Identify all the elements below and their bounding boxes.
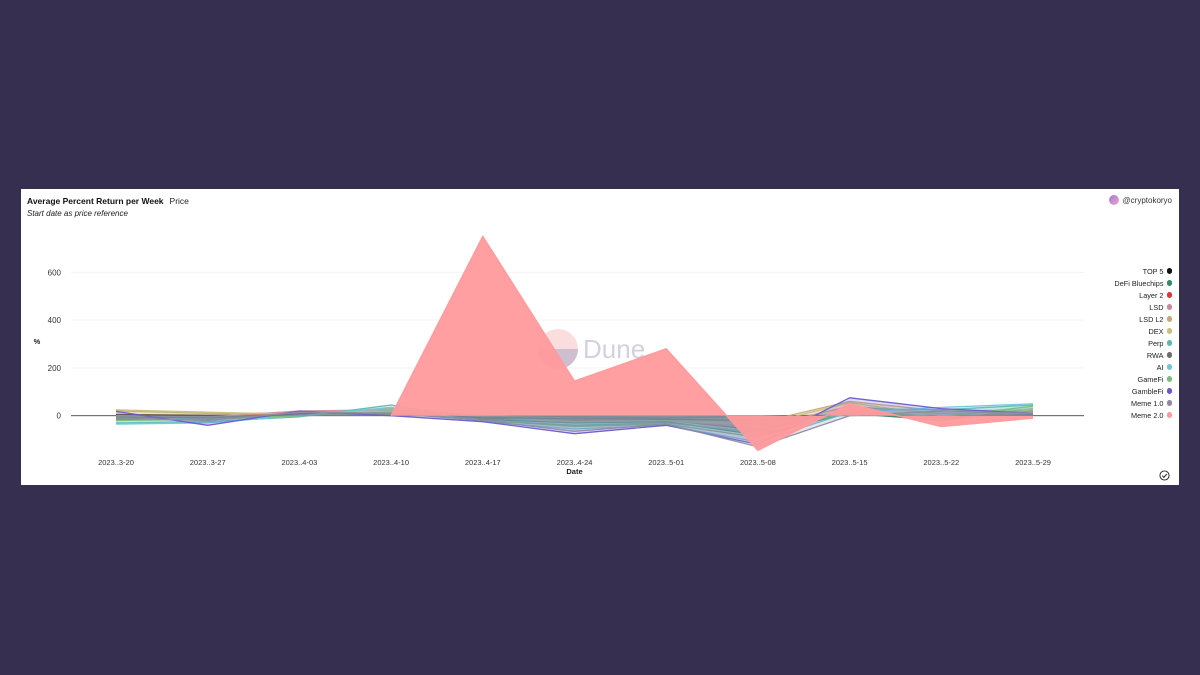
- x-tick-label: 2023..5-15: [832, 458, 868, 467]
- legend-label: Perp: [1148, 338, 1164, 348]
- legend-dot-icon: [1166, 412, 1172, 418]
- legend-item[interactable]: Perp: [1148, 337, 1172, 349]
- legend-item[interactable]: TOP 5: [1143, 265, 1172, 277]
- legend-label: GameFi: [1137, 374, 1164, 384]
- x-tick-label: 2023..5-01: [648, 458, 684, 467]
- legend-dot-icon: [1166, 400, 1172, 406]
- legend-item[interactable]: Meme 1.0: [1131, 397, 1172, 409]
- series-line-meme-2-0: [390, 235, 1034, 452]
- legend-dot-icon: [1166, 364, 1172, 370]
- chart-plot: 0 200 400 600% 2023..3-20 2023..3-27 2023..4-0…: [34, 235, 1084, 476]
- x-tick-label: 2023..4-17: [465, 458, 501, 467]
- y-tick-label: 0: [57, 412, 62, 421]
- chart-header: Average Percent Return per Week Price: [27, 196, 189, 206]
- legend-item[interactable]: AI: [1157, 361, 1172, 373]
- legend-dot-icon: [1166, 292, 1172, 298]
- legend-item[interactable]: GambleFi: [1132, 385, 1172, 397]
- x-tick-label: 2023..5-29: [1015, 458, 1051, 467]
- legend-item[interactable]: DeFi Bluechips: [1114, 277, 1172, 289]
- legend-label: AI: [1156, 362, 1164, 372]
- chart-card: Average Percent Return per Week Price St…: [21, 189, 1179, 485]
- legend-dot-icon: [1166, 340, 1172, 346]
- y-axis-label: %: [34, 337, 41, 346]
- legend-label: LSD L2: [1139, 314, 1164, 324]
- legend-label: LSD: [1149, 302, 1164, 312]
- legend-dot-icon: [1166, 280, 1172, 286]
- x-tick-label: 2023..4-03: [281, 458, 317, 467]
- legend-item[interactable]: LSD: [1149, 301, 1172, 313]
- watermark-text: Dune: [583, 334, 645, 364]
- x-tick-label: 2023..5-08: [740, 458, 776, 467]
- legend-dot-icon: [1166, 388, 1172, 394]
- legend-label: GambleFi: [1131, 386, 1164, 396]
- legend-dot-icon: [1166, 268, 1172, 274]
- legend-item[interactable]: Meme 2.0: [1131, 409, 1172, 421]
- x-tick-label: 2023..4-10: [373, 458, 409, 467]
- chart-title: Average Percent Return per Week: [27, 196, 164, 206]
- series-line-dex: [115, 401, 1034, 426]
- chart-legend: TOP 5 DeFi Bluechips Layer 2 LSD LSD L2 DEX Pe…: [1114, 265, 1172, 421]
- author-name[interactable]: @cryptokoryo: [1122, 195, 1172, 205]
- user-avatar-icon: [1108, 195, 1119, 205]
- author-badge[interactable]: @cryptokoryo: [1108, 195, 1172, 205]
- x-tick-label: 2023..5-22: [923, 458, 959, 467]
- x-axis-label: Date: [566, 467, 582, 476]
- tab-price[interactable]: Price: [169, 196, 189, 206]
- legend-dot-icon: [1166, 352, 1172, 358]
- legend-item[interactable]: RWA: [1147, 349, 1172, 361]
- x-tick-label: 2023..3-20: [98, 458, 134, 467]
- legend-label: Layer 2: [1139, 290, 1164, 300]
- series-line-gamblefi: [115, 397, 1034, 446]
- legend-label: TOP 5: [1142, 266, 1164, 276]
- legend-item[interactable]: DEX: [1148, 325, 1172, 337]
- series-area-gamblefi: [116, 397, 1033, 445]
- legend-dot-icon: [1166, 328, 1172, 334]
- y-tick-label: 600: [48, 268, 62, 277]
- x-tick-label: 2023..3-27: [190, 458, 226, 467]
- x-tick-label: 2023..4-24: [557, 458, 593, 467]
- legend-dot-icon: [1166, 376, 1172, 382]
- legend-item[interactable]: GameFi: [1138, 373, 1172, 385]
- legend-label: DEX: [1148, 326, 1164, 336]
- legend-label: DeFi Bluechips: [1114, 278, 1164, 288]
- chart-subtitle: Start date as price reference: [27, 209, 128, 218]
- legend-label: RWA: [1146, 350, 1164, 360]
- legend-dot-icon: [1166, 304, 1172, 310]
- y-tick-label: 400: [48, 316, 62, 325]
- legend-label: Meme 1.0: [1131, 398, 1164, 408]
- legend-label: Meme 2.0: [1131, 410, 1164, 420]
- legend-dot-icon: [1166, 316, 1172, 322]
- check-circle-icon[interactable]: [1159, 470, 1170, 481]
- legend-item[interactable]: Layer 2: [1139, 289, 1172, 301]
- series-area-meme-2-0: [391, 236, 1034, 451]
- series-area-rwa: [116, 413, 1033, 421]
- y-tick-label: 200: [48, 364, 62, 373]
- legend-item[interactable]: LSD L2: [1139, 313, 1172, 325]
